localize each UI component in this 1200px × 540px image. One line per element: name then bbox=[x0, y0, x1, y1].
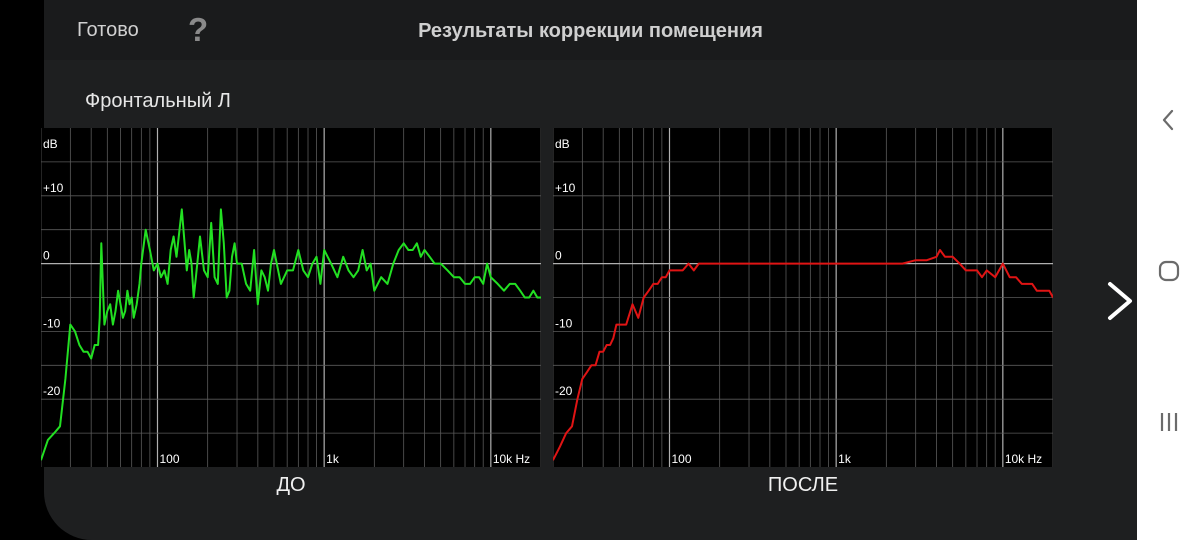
nav-recents-icon bbox=[1160, 413, 1178, 431]
after-response-line bbox=[553, 249, 1053, 461]
before-y-tick-label: -20 bbox=[43, 384, 61, 398]
before-grid bbox=[41, 128, 541, 467]
after-x-tick-label: 1k bbox=[838, 452, 852, 466]
before-chart-svg: dB +10 0 -10 -20 100 1k 10k Hz bbox=[41, 128, 541, 467]
before-chart-caption: ДО bbox=[276, 474, 306, 496]
system-nav-bar bbox=[1137, 0, 1200, 540]
before-chart: dB +10 0 -10 -20 100 1k 10k Hz bbox=[41, 128, 541, 467]
next-channel-button[interactable] bbox=[1104, 280, 1134, 322]
nav-home-icon bbox=[1158, 260, 1180, 282]
nav-home-button[interactable] bbox=[1137, 241, 1200, 301]
after-y-tick-label: +10 bbox=[555, 181, 576, 195]
chevron-right-icon bbox=[1108, 282, 1132, 320]
page-title: Результаты коррекции помещения bbox=[418, 20, 763, 42]
after-chart: dB +10 0 -10 -20 100 1k 10k Hz bbox=[553, 128, 1053, 467]
before-x-tick-label: 100 bbox=[159, 452, 179, 466]
before-x-tick-label: 10k Hz bbox=[493, 452, 530, 466]
after-y-tick-label: -20 bbox=[555, 384, 573, 398]
before-unit-label: dB bbox=[43, 137, 58, 151]
after-y-tick-label: 0 bbox=[555, 249, 562, 263]
nav-recents-button[interactable] bbox=[1137, 392, 1200, 452]
nav-back-button[interactable] bbox=[1137, 90, 1200, 150]
after-x-tick-label: 10k Hz bbox=[1005, 452, 1042, 466]
after-chart-svg: dB +10 0 -10 -20 100 1k 10k Hz bbox=[553, 128, 1053, 467]
before-y-tick-label: +10 bbox=[43, 181, 64, 195]
before-response-line bbox=[41, 208, 541, 461]
done-button[interactable]: Готово bbox=[77, 19, 139, 41]
after-y-tick-label: -10 bbox=[555, 316, 573, 330]
after-chart-caption: ПОСЛЕ bbox=[767, 474, 839, 496]
help-button[interactable]: ? bbox=[188, 11, 209, 48]
top-bar: Готово ? Результаты коррекции помещения bbox=[44, 0, 1137, 60]
nav-back-icon bbox=[1162, 109, 1174, 131]
before-y-tick-label: 0 bbox=[43, 249, 50, 263]
after-grid bbox=[553, 128, 1053, 467]
channel-label: Фронтальный Л bbox=[85, 90, 231, 112]
after-unit-label: dB bbox=[555, 137, 570, 151]
before-y-tick-label: -10 bbox=[43, 316, 61, 330]
after-x-tick-label: 100 bbox=[671, 452, 691, 466]
before-x-tick-label: 1k bbox=[326, 452, 340, 466]
